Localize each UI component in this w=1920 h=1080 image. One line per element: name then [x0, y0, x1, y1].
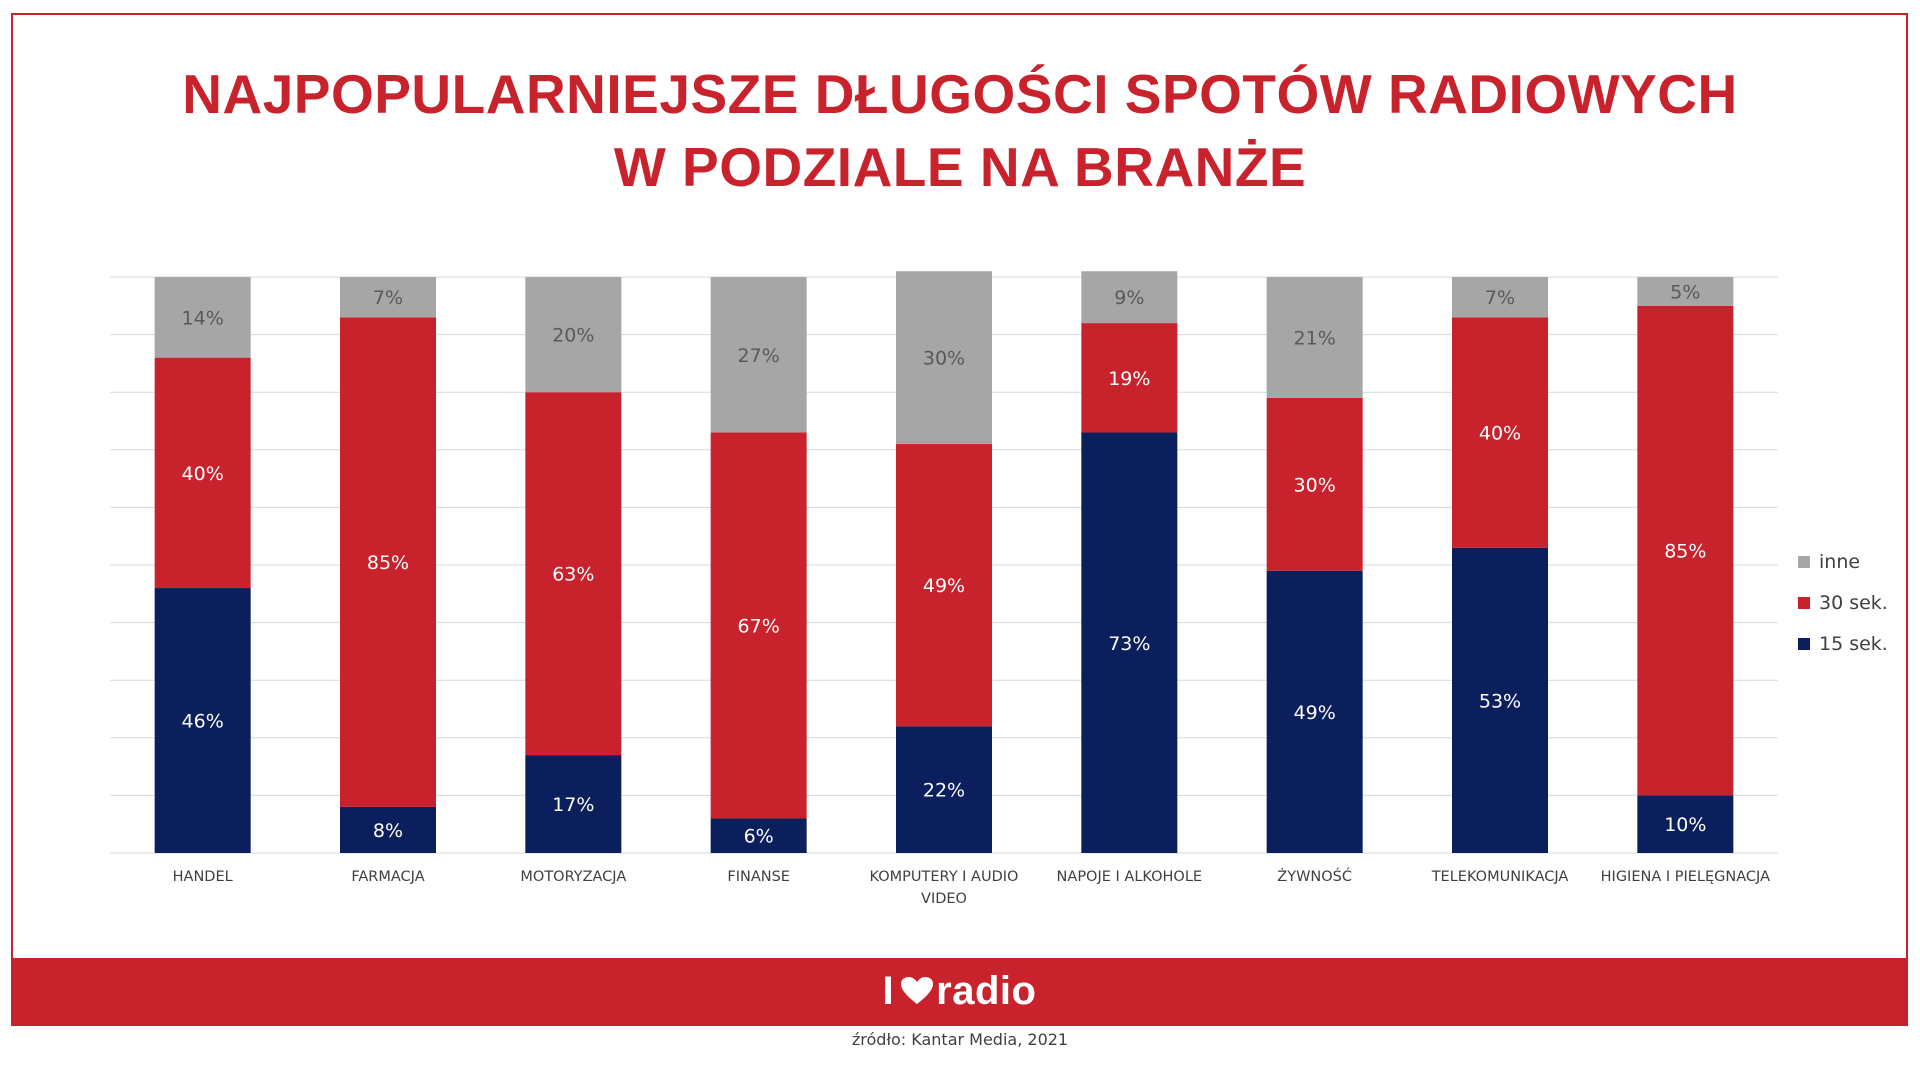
bar-segment	[896, 726, 992, 853]
bar-segment	[154, 357, 251, 589]
logo-text-i: I	[882, 968, 895, 1013]
chart-frame	[11, 13, 1908, 1026]
data-label: 53%	[1479, 690, 1521, 712]
legend-swatch	[1798, 597, 1810, 609]
data-label: 30%	[1294, 474, 1336, 496]
data-label: 8%	[373, 820, 403, 842]
bar-segment	[1452, 547, 1548, 853]
data-label: 67%	[738, 615, 780, 637]
data-label: 21%	[1294, 327, 1336, 349]
bar-segment	[1452, 277, 1548, 318]
data-label: 46%	[182, 711, 224, 733]
bar-segment	[154, 588, 251, 853]
category-label: TELEKOMUNIKACJA	[1431, 869, 1569, 885]
bar-segment	[1081, 271, 1178, 324]
bar-segment	[525, 755, 622, 853]
legend-label: 15 sek.	[1819, 633, 1888, 655]
bar-segment	[896, 444, 992, 727]
legend-label: 30 sek.	[1819, 592, 1888, 614]
bar-segment	[1266, 397, 1363, 571]
category-label: HIGIENA I PIELĘGNACJA	[1601, 869, 1770, 885]
data-label: 73%	[1108, 633, 1150, 655]
data-label: 5%	[1670, 281, 1700, 303]
bar-segment	[1637, 305, 1734, 796]
legend-swatch	[1798, 638, 1810, 650]
footer-bar: I radio	[11, 958, 1908, 1024]
data-label: 17%	[552, 794, 594, 816]
data-label: 9%	[1114, 287, 1144, 309]
bar-segment	[1637, 277, 1734, 306]
bar-segment	[1266, 570, 1363, 853]
category-label: FARMACJA	[351, 869, 424, 885]
bar-segment	[710, 277, 807, 433]
category-label: FINANSE	[727, 869, 790, 885]
bar-segment	[154, 277, 251, 358]
data-label: 20%	[552, 325, 594, 347]
data-label: 22%	[923, 780, 965, 802]
data-label: 40%	[1479, 423, 1521, 445]
category-label: HANDEL	[173, 869, 233, 885]
bar-segment	[896, 271, 992, 445]
category-label: MOTORYZACJA	[520, 869, 626, 885]
bar-segment	[1081, 323, 1178, 433]
data-label: 49%	[1294, 702, 1336, 724]
data-label: 14%	[182, 307, 224, 329]
bar-segment	[710, 432, 807, 819]
data-label: 27%	[738, 345, 780, 367]
legend-swatch	[1798, 556, 1810, 568]
chart-title-line-1: NAJPOPULARNIEJSZE DŁUGOŚCI SPOTÓW RADIOW…	[182, 63, 1738, 125]
legend-label: inne	[1819, 551, 1860, 573]
bar-segment	[1452, 317, 1548, 548]
bar-segment	[1266, 277, 1363, 398]
data-label: 49%	[923, 575, 965, 597]
data-label: 85%	[367, 552, 409, 574]
heart-icon	[901, 977, 934, 1004]
source-note: źródło: Kantar Media, 2021	[851, 1030, 1069, 1049]
bar-segment	[710, 818, 807, 853]
data-label: 40%	[182, 463, 224, 485]
bar-segment	[340, 317, 436, 807]
chart-title-line-2: W PODZIALE NA BRANŻE	[613, 136, 1307, 198]
data-label: 19%	[1108, 368, 1150, 390]
chart-title: NAJPOPULARNIEJSZE DŁUGOŚCI SPOTÓW RADIOW…	[0, 58, 1920, 204]
data-label: 85%	[1664, 541, 1706, 563]
bar-segment	[525, 392, 622, 756]
data-label: 7%	[373, 287, 403, 309]
bar-segment	[1637, 795, 1734, 853]
data-label: 7%	[1485, 287, 1515, 309]
category-label: ŻYWNOŚĆ	[1277, 867, 1352, 885]
bar-segment	[340, 806, 436, 853]
data-label: 10%	[1664, 814, 1706, 836]
logo-text-radio: radio	[936, 968, 1037, 1013]
category-label: VIDEO	[921, 891, 967, 907]
iradio-logo: I radio	[11, 958, 1908, 1024]
data-label: 6%	[744, 826, 774, 848]
bar-segment	[525, 277, 622, 393]
data-label: 63%	[552, 564, 594, 586]
category-label: NAPOJE I ALKOHOLE	[1057, 869, 1203, 885]
bar-segment	[1081, 432, 1178, 853]
category-label: KOMPUTERY I AUDIO	[870, 869, 1019, 885]
bar-segment	[340, 277, 436, 318]
data-label: 30%	[923, 348, 965, 370]
